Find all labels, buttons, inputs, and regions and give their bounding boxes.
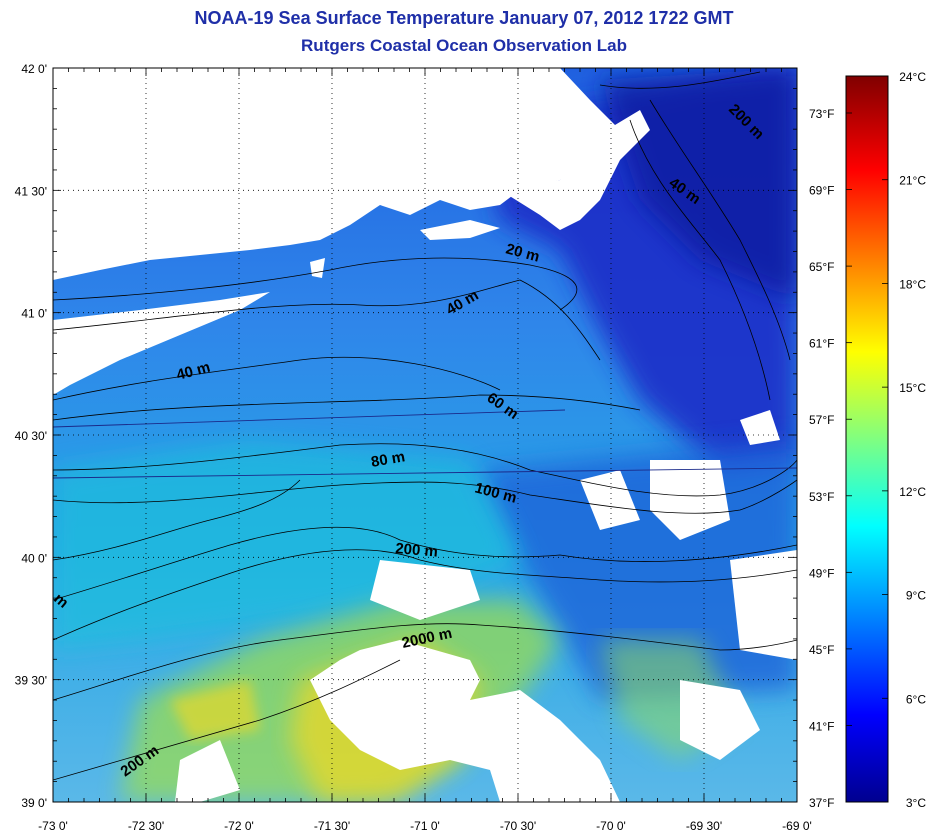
celsius-tick-label: 15°C — [899, 381, 926, 395]
lon-tick-label: -69 30' — [686, 819, 722, 833]
celsius-tick-label: 3°C — [906, 796, 926, 810]
cloud-gap — [310, 640, 620, 802]
fahrenheit-tick-label: 61°F — [809, 337, 834, 351]
lat-tick-label: 40 0' — [21, 551, 47, 565]
cloud-gap — [580, 470, 640, 530]
cloud-gap — [730, 550, 797, 660]
lon-tick-label: -69 0' — [782, 819, 812, 833]
lon-tick-label: -73 0' — [38, 819, 68, 833]
cloud-gap — [175, 740, 240, 802]
celsius-tick-label: 9°C — [906, 589, 926, 603]
lat-tick-label: 41 30' — [15, 184, 47, 198]
map-title: NOAA-19 Sea Surface Temperature January … — [194, 8, 734, 28]
lon-tick-label: -71 30' — [314, 819, 350, 833]
bathymetry-contours — [53, 71, 797, 781]
fahrenheit-tick-label: 53°F — [809, 490, 834, 504]
cloud-gap — [680, 680, 760, 760]
cape-cod — [500, 110, 650, 230]
lat-tick-label: 41 0' — [21, 307, 47, 321]
fahrenheit-tick-label: 37°F — [809, 796, 834, 810]
long-island — [53, 292, 270, 395]
marthas-vineyard — [420, 220, 500, 240]
celsius-tick-label: 24°C — [899, 70, 926, 84]
lat-tick-label: 39 0' — [21, 796, 47, 810]
fahrenheit-tick-label: 41°F — [809, 719, 834, 733]
cloud-gap — [740, 410, 780, 445]
colorbar-ticks: 73°F 69°F 65°F 61°F 57°F 53°F 49°F 45°F 41°F 37°F… — [809, 70, 926, 810]
fahrenheit-tick-label: 57°F — [809, 413, 834, 427]
fahrenheit-tick-label: 45°F — [809, 643, 834, 657]
lon-tick-label: -72 0' — [224, 819, 254, 833]
fahrenheit-tick-label: 73°F — [809, 107, 834, 121]
lon-tick-label: -70 30' — [500, 819, 536, 833]
lon-tick-label: -70 0' — [596, 819, 626, 833]
lon-tick-label: -72 30' — [128, 819, 164, 833]
celsius-tick-label: 12°C — [899, 485, 926, 499]
celsius-tick-label: 18°C — [899, 277, 926, 291]
map-subtitle: Rutgers Coastal Ocean Observation Lab — [301, 36, 627, 55]
graticule — [53, 68, 797, 802]
celsius-tick-label: 21°C — [899, 174, 926, 188]
fahrenheit-tick-label: 65°F — [809, 260, 834, 274]
land-new-england — [53, 68, 620, 280]
colorbar — [845, 75, 889, 803]
lat-tick-label: 40 30' — [15, 429, 47, 443]
contour-label: 80 m — [370, 448, 407, 471]
contour-label: 200 m — [395, 540, 439, 561]
lon-tick-label: -71 0' — [410, 819, 440, 833]
lat-tick-label: 42 0' — [21, 62, 47, 76]
fahrenheit-tick-label: 49°F — [809, 566, 834, 580]
cloud-gap — [650, 460, 730, 540]
lat-tick-label: 39 30' — [15, 674, 47, 688]
celsius-tick-label: 6°C — [906, 692, 926, 706]
fahrenheit-tick-label: 69°F — [809, 184, 834, 198]
axis-ticks: 42 0' 41 30' 41 0' 40 30' 40 0' 39 30' 39 0' -7… — [15, 62, 812, 833]
cloud-gap — [370, 560, 480, 620]
